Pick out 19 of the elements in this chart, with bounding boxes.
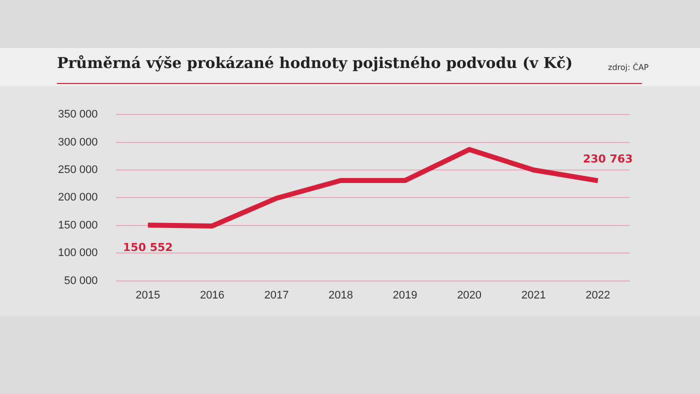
text: zdroj: ČAP — [608, 63, 649, 72]
chart-title: Průměrná výše prokázané hodnoty pojistného podvodu (v Kč) — [57, 54, 573, 72]
x-tick-label: 2020 — [457, 289, 482, 302]
x-tick-label: 2019 — [392, 289, 418, 302]
y-tick-label: 150 000 — [58, 219, 98, 232]
y-tick-label: 300 000 — [58, 136, 98, 148]
x-tick-label: 2015 — [136, 289, 160, 302]
y-tick-label: 50 000 — [64, 274, 98, 287]
y-tick-label: 250 000 — [58, 164, 98, 176]
x-tick-label: 2021 — [521, 289, 546, 302]
x-tick-label: 2017 — [264, 289, 289, 302]
data-label: 230 763 — [582, 152, 633, 166]
y-tick-label: 350 000 — [58, 108, 98, 121]
y-tick-label: 100 000 — [58, 247, 98, 260]
y-tick-label: 200 000 — [58, 192, 98, 204]
x-tick-label: 2022 — [586, 289, 610, 302]
x-tick-label: 2018 — [328, 289, 353, 302]
x-tick-label: 2016 — [200, 289, 224, 302]
data-label: 150 552 — [123, 241, 173, 254]
